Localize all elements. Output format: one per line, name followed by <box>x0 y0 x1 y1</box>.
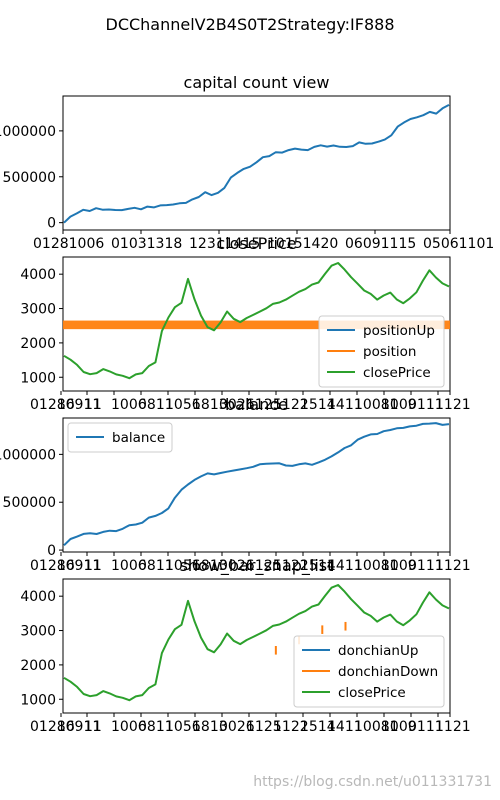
x-tick-label: 10081 <box>354 719 399 735</box>
legend-label: balance <box>112 430 165 446</box>
chart-title: balance <box>225 395 288 414</box>
x-tick-label: 01031318 <box>111 236 182 252</box>
x-tick-label: 0111 <box>408 397 444 413</box>
x-tick-label: 0811 <box>138 397 174 413</box>
x-tick-label: 1122 <box>273 719 309 735</box>
legend: donchianUp donchianDown closePrice <box>293 635 445 708</box>
x-tick-label: 12311415 <box>189 236 260 252</box>
x-tick-label: 0026 <box>219 719 255 735</box>
y-tick-label: 0 <box>47 543 56 559</box>
y-tick-label: 3000 <box>20 302 56 318</box>
x-tick-label: 1514 <box>300 397 336 413</box>
y-tick-label: 1000000 <box>0 447 56 463</box>
y-tick-label: 4000 <box>20 267 56 283</box>
x-tick-label: 01280911 <box>30 397 101 413</box>
x-tick-label: 1122 <box>273 558 309 574</box>
x-tick-label: 1411 <box>327 719 363 735</box>
y-tick-label: 500000 <box>3 170 56 186</box>
x-tick-label: 11 <box>84 397 102 413</box>
chart-title: show_bar_snap_list <box>180 556 334 576</box>
x-tick-label: 01281006 <box>33 236 104 252</box>
x-tick-label: 1122 <box>273 397 309 413</box>
series-capital <box>63 104 450 224</box>
y-tick-label: 2000 <box>20 658 56 674</box>
chart-panel-4: show_bar_snap_list 1000 2000 3000 4000 012809… <box>20 556 470 735</box>
series-balance <box>63 422 450 547</box>
x-tick-label: 1006 <box>111 558 147 574</box>
x-tick-label: 06091115 <box>345 236 416 252</box>
watermark: https://blog.csdn.net/u011331731 <box>253 774 492 790</box>
chart-title: closePrice <box>216 234 296 253</box>
y-tick-label: 1000 <box>20 370 56 386</box>
x-tick-label: 1813 <box>192 558 228 574</box>
legend-box <box>293 635 445 708</box>
x-tick-label: 11 <box>84 558 102 574</box>
x-tick-label: 1121 <box>435 397 471 413</box>
x-tick-label: 1006 <box>111 719 147 735</box>
chart-panel-3: balance050000010000000128091116111006081… <box>0 395 471 574</box>
x-tick-label: 16 <box>57 558 75 574</box>
legend-box <box>67 422 173 453</box>
x-tick-label: 10151420 <box>267 236 338 252</box>
x-tick-label: 1056 <box>165 397 201 413</box>
y-tick-label: 2000 <box>20 336 56 352</box>
series-closePrice <box>63 584 450 702</box>
y-tick-label: 0 <box>47 216 56 232</box>
chart-panel-1: capital count view 0 500000 1000000 01281006… <box>0 73 494 252</box>
legend-label: closePrice <box>363 365 431 381</box>
x-tick-label: 1125 <box>246 719 282 735</box>
x-tick-label: 10081 <box>354 558 399 574</box>
legend-label: donchianUp <box>338 643 418 659</box>
x-tick-label: 16 <box>57 397 75 413</box>
series-position <box>63 320 450 330</box>
x-tick-label: 0811 <box>138 558 174 574</box>
x-tick-label: 10081 <box>354 397 399 413</box>
x-tick-label: 0111 <box>408 558 444 574</box>
x-tick-label: 0811 <box>138 719 174 735</box>
legend-label: donchianDown <box>338 664 438 680</box>
x-tick-label: 1813 <box>192 719 228 735</box>
x-tick-label: 01280911 <box>30 719 101 735</box>
x-tick-label: 0026 <box>219 397 255 413</box>
x-tick-label: 1056 <box>165 558 201 574</box>
series-closePrice <box>63 262 450 380</box>
x-tick-label: 1009 <box>381 719 417 735</box>
legend: positionUp position closePrice <box>318 315 445 388</box>
legend: balance <box>67 422 173 453</box>
legend-label: positionUp <box>363 323 435 339</box>
x-tick-label: 1125 <box>246 558 282 574</box>
y-tick-label: 500000 <box>3 495 56 511</box>
x-tick-label: 1514 <box>300 558 336 574</box>
legend-label: position <box>363 344 416 360</box>
x-tick-label: 1411 <box>327 558 363 574</box>
legend-label: closePrice <box>338 685 406 701</box>
x-tick-label: 1009 <box>381 558 417 574</box>
x-tick-label: 1009 <box>381 397 417 413</box>
y-tick-label: 4000 <box>20 589 56 605</box>
x-tick-label: 1125 <box>246 397 282 413</box>
legend-box <box>318 315 445 388</box>
x-tick-label: 1006 <box>111 397 147 413</box>
chart-title: capital count view <box>184 73 330 92</box>
x-tick-label: 1514 <box>300 719 336 735</box>
figure-suptitle: DCChannelV2B4S0T2Strategy:IF888 <box>106 15 395 34</box>
x-tick-label: 1411 <box>327 397 363 413</box>
x-tick-label: 0111 <box>408 719 444 735</box>
x-tick-label: 1121 <box>435 719 471 735</box>
x-tick-label: 1813 <box>192 397 228 413</box>
y-tick-label: 3000 <box>20 624 56 640</box>
x-tick-label: 1121 <box>435 558 471 574</box>
x-tick-label: 16 <box>57 719 75 735</box>
x-tick-label: 1056 <box>165 719 201 735</box>
x-tick-label: 0026 <box>219 558 255 574</box>
y-tick-label: 1000000 <box>0 124 56 140</box>
x-tick-label: 11 <box>84 719 102 735</box>
x-tick-label: 05061101 <box>423 236 494 252</box>
x-tick-label: 01280911 <box>30 558 101 574</box>
y-tick-label: 1000 <box>20 692 56 708</box>
